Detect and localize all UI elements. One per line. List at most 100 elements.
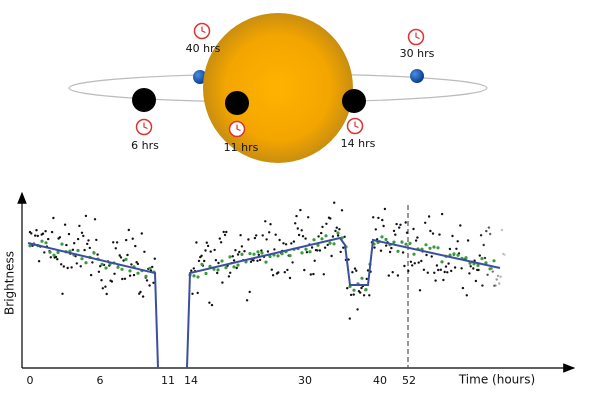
data-dot [283,271,286,274]
data-dot [372,216,375,219]
data-dot [489,232,492,236]
data-dot [219,241,223,244]
data-dot [330,254,333,258]
binned-dot [452,252,456,256]
data-dot [257,253,260,256]
data-dot [418,289,422,292]
data-dot [206,244,210,248]
data-dot [271,274,275,277]
binned-dot [256,250,260,254]
data-dot [270,268,273,271]
data-dot [58,236,62,239]
data-dot [148,284,151,287]
data-dot [404,221,407,224]
binned-dot [436,246,440,250]
data-dot [36,234,39,238]
binned-dot [324,234,328,238]
binned-dot [312,238,316,242]
period-label: 30 hrs [400,47,435,60]
data-dot [338,228,341,231]
data-dot [322,273,325,276]
data-dot [355,269,358,272]
data-dot [87,239,90,242]
data-dot [75,262,79,265]
binned-dot [320,237,324,241]
binned-dot [248,252,252,256]
data-dot [84,214,88,218]
binned-dot [196,275,200,279]
data-dot [218,237,221,240]
binned-dot [216,268,220,272]
data-dot [435,264,439,267]
data-dot [425,253,428,257]
data-dot [30,232,33,235]
data-dot [317,235,320,238]
data-dot [321,225,324,229]
data-dot [264,220,267,223]
data-dot [487,226,491,229]
data-dot [115,241,119,244]
data-dot [265,238,268,241]
binned-dot [76,248,80,253]
data-dot [466,239,470,242]
data-dot [496,274,500,278]
data-dot [252,259,255,262]
data-dot [331,235,335,238]
fit-curve [27,236,501,369]
data-dot [105,292,108,296]
data-dot [153,257,156,260]
data-dot [307,216,310,219]
data-dot [97,270,101,273]
data-dot [104,285,107,288]
data-dot [135,261,138,264]
data-dot [73,242,76,245]
binned-dot [240,252,244,256]
binned-dot [484,261,488,265]
data-dot [340,209,344,212]
data-dot [468,272,471,275]
data-dot [191,292,194,295]
data-dot [346,287,349,290]
data-dot [56,258,59,261]
data-dot [282,242,285,245]
data-dot [427,215,431,218]
data-dot [409,260,413,263]
planet [410,69,424,83]
binned-dot [288,254,292,258]
x-tick-label: 14 [184,374,198,387]
data-dot [305,251,309,254]
period-label: 40 hrs [186,42,221,55]
binned-dot [48,250,52,254]
data-dot [312,272,315,276]
data-dot [190,269,193,272]
data-dot [401,251,405,254]
data-dot [229,271,232,274]
binned-dot [260,251,264,255]
data-dot [130,263,133,266]
clock-hands [415,32,420,40]
data-dot [151,265,154,269]
data-dot [204,249,207,252]
data-dot [478,254,481,257]
binned-dot [148,266,152,270]
data-dot [236,253,240,256]
binned-dot [352,288,356,292]
clock-hands [354,121,359,129]
data-dot [139,290,142,294]
data-dot [238,250,241,254]
data-dot [297,233,301,237]
binned-dot [52,253,56,257]
data-dot [387,274,390,277]
data-dot [437,268,440,272]
x-tick-label: 52 [402,374,416,387]
planet [132,88,156,112]
data-dot [258,258,262,262]
binned-dot [360,276,364,280]
binned-dot [268,254,272,259]
data-dot [385,244,388,247]
data-dot [52,216,55,220]
data-dot [255,234,258,237]
binned-dot [276,254,280,258]
binned-dot [84,261,88,265]
data-dot [482,243,485,247]
